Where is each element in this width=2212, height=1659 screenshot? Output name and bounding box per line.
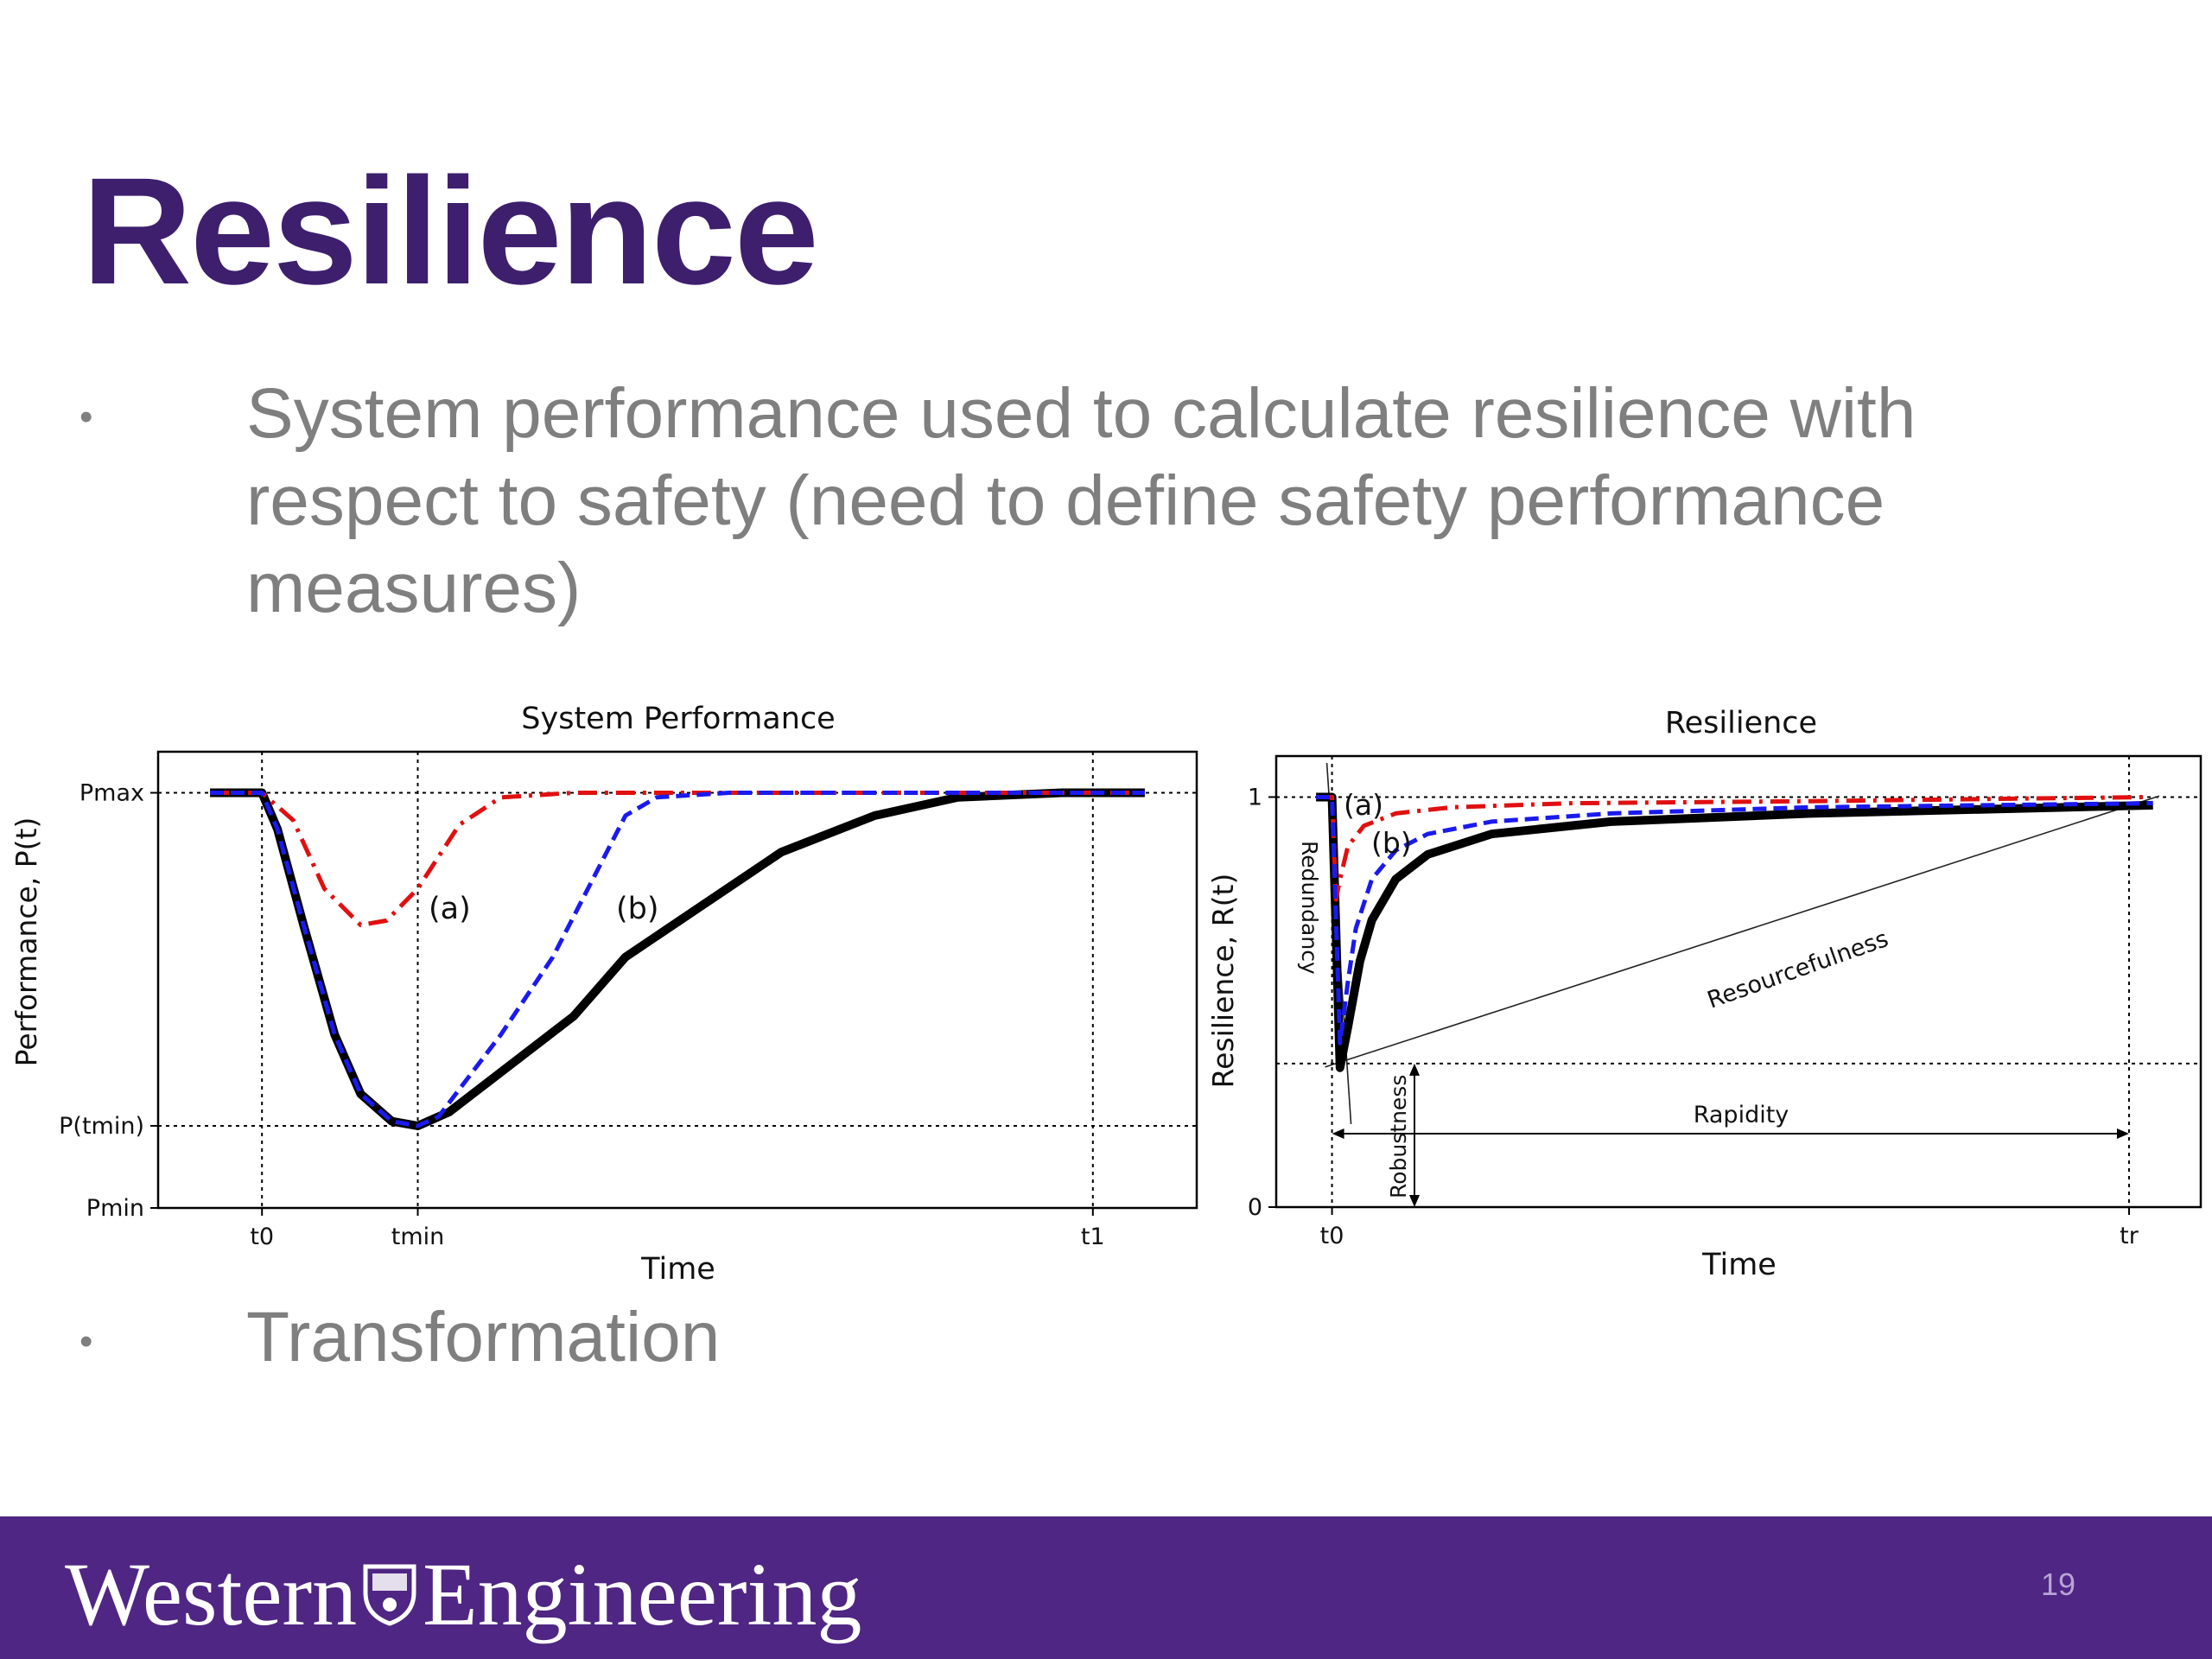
annotation-b: (b) [616,892,659,926]
series-line-b [210,791,1145,1128]
western-engineering-logo: Western Engineering [65,1534,861,1646]
x-axis-label: Time [1701,1248,1777,1282]
brand-engineering: Engineering [423,1544,862,1644]
y-axis-label: Performance, P(t) [10,817,43,1067]
resourcefulness-line [1325,795,2160,1068]
bullet-marker: • [79,1320,93,1363]
x-tick-label: tmin [391,1224,445,1250]
plot-frame [1274,754,2202,1209]
axis-ticks: t0 tmin t1 Pmin P(tmin) Pmax [59,780,1105,1250]
annotation-robustness: Robustness [1386,1075,1411,1198]
y-axis-label: Resilience, R(t) [1206,874,1240,1089]
y-tick-label: 0 [1248,1194,1262,1221]
footer-bar: Western Engineering 19 [0,1516,2212,1659]
annotation-rapidity: Rapidity [1694,1102,1789,1128]
bullet-item: System performance used to calculate res… [246,374,1916,627]
x-tick-label: t1 [1081,1224,1105,1250]
y-tick-label: Pmax [79,780,144,807]
western-crest-icon [363,1564,416,1626]
system-performance-chart: System Performance t0 tmin t1 Pmin P(tmin) Pm… [10,702,1198,1287]
series-lines [210,788,1145,1130]
x-tick-label: tr [2120,1223,2139,1249]
x-tick-label: t0 [1320,1223,1344,1249]
axis-ticks: t0 tr 0 1 [1248,784,2139,1249]
annotation-resourcefulness: Resourcefulness [1704,925,1892,1014]
bullet-item: Transformation [246,1298,721,1376]
annotation-a: (a) [429,892,471,926]
resilience-chart: Resilience t0 tr 0 1 (a) (b) Redundancy Rob… [1206,706,2202,1282]
reference-lines [158,752,1197,1208]
plot-frame [156,750,1198,1210]
page-number: 19 [2041,1567,2076,1602]
bullet-marker: • [79,396,93,438]
annotation-a: (a) [1344,788,1383,822]
y-tick-label: Pmin [86,1195,144,1222]
x-tick-label: t0 [250,1224,274,1250]
series-line-b [1316,795,2153,1046]
x-axis-label: Time [640,1252,715,1287]
brand-western: Western [65,1544,358,1644]
series-lines [1316,792,2153,1072]
slide-title: Resilience [82,147,819,316]
annotation-b: (b) [1371,826,1412,860]
y-tick-label: 1 [1248,784,1262,810]
chart-title: System Performance [521,702,835,736]
series-line-baseline [1316,792,2153,1072]
series-line-a [210,791,1145,928]
annotation-redundancy: Redundancy [1297,841,1322,975]
series-line-baseline [210,788,1145,1130]
y-tick-label: P(tmin) [59,1113,144,1140]
chart-title: Resilience [1665,706,1817,741]
